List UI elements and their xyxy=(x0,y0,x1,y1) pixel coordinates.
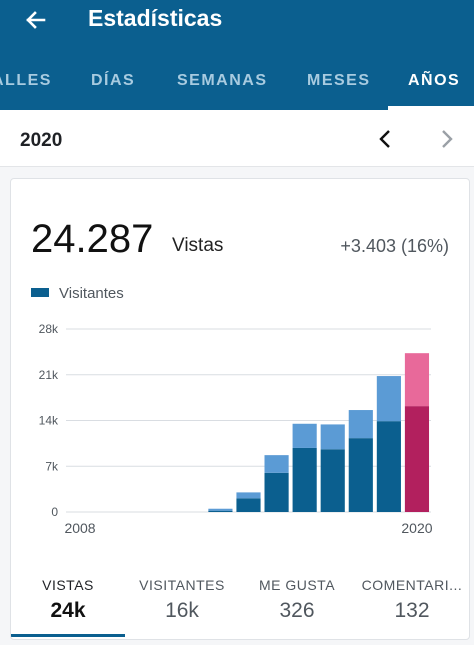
tab-meses[interactable]: MESES xyxy=(307,72,371,89)
summary-value: 24.287 xyxy=(31,217,154,261)
bar-views xyxy=(320,424,345,450)
period-bar: 2020 xyxy=(0,110,474,167)
bar-visitors xyxy=(320,449,345,512)
summary-change: +3.403 (16%) xyxy=(340,236,449,256)
bar-visitors xyxy=(376,421,401,512)
bar-views xyxy=(292,423,317,448)
legend-swatch xyxy=(31,288,49,297)
bar-views xyxy=(348,410,373,439)
bar-visitors xyxy=(348,438,373,512)
stat-visitors[interactable]: VISITANTES 16k xyxy=(127,577,237,623)
chevron-right-icon[interactable] xyxy=(434,124,460,154)
stat-likes[interactable]: ME GUSTA 326 xyxy=(242,577,352,623)
bar-views xyxy=(376,376,401,422)
tab-dias[interactable]: DÍAS xyxy=(91,72,136,89)
y-tick-label: 14k xyxy=(39,414,59,428)
bar-views xyxy=(236,492,261,499)
stat-label: ME GUSTA xyxy=(258,577,336,593)
bar-visitors xyxy=(404,406,430,512)
tab-anos[interactable]: AÑOS xyxy=(408,72,461,89)
period-tabs: ALLES DÍAS SEMANAS MESES AÑOS xyxy=(0,56,474,110)
stat-value: 16k xyxy=(165,599,199,622)
y-tick-label: 0 xyxy=(51,505,58,519)
tab-alles[interactable]: ALLES xyxy=(0,72,52,89)
bar-visitors xyxy=(208,510,233,512)
stat-label: VISTAS xyxy=(42,577,94,593)
summary-label: Vistas xyxy=(172,235,224,256)
tab-semanas[interactable]: SEMANAS xyxy=(177,72,268,89)
stat-label: COMENTARI... xyxy=(361,577,463,593)
stat-label: VISITANTES xyxy=(139,577,225,593)
bar-views xyxy=(404,353,430,407)
stat-comments[interactable]: COMENTARI... 132 xyxy=(357,577,467,623)
stats-card: 24.287 Vistas +3.403 (16%) Visitantes 0 7… xyxy=(10,178,470,640)
stat-indicator xyxy=(11,634,125,637)
bar-visitors xyxy=(292,447,317,512)
legend-label: Visitantes xyxy=(59,285,124,302)
y-tick-label: 28k xyxy=(39,322,59,336)
chevron-left-icon[interactable] xyxy=(372,124,398,154)
chart-legend: Visitantes xyxy=(31,285,124,302)
page-title: Estadísticas xyxy=(88,5,223,31)
y-tick-label: 7k xyxy=(45,459,59,473)
stat-value: 326 xyxy=(279,599,315,622)
stats-tabs: VISTAS 24k VISITANTES 16k ME GUSTA 326 C… xyxy=(11,577,469,639)
tab-indicator xyxy=(388,106,474,110)
back-arrow-icon[interactable] xyxy=(20,4,52,36)
y-tick-label: 21k xyxy=(39,368,59,382)
period-label: 2020 xyxy=(20,130,63,151)
bar-visitors xyxy=(236,498,261,512)
stat-value: 24k xyxy=(50,599,86,622)
bar-visitors xyxy=(264,472,289,512)
bar-chart: 0 7k 14k 21k 28k 2008 2020 xyxy=(39,322,433,536)
bar-views xyxy=(264,455,289,473)
stat-views[interactable]: VISTAS 24k xyxy=(13,577,123,623)
app-bar: Estadísticas ALLES DÍAS SEMANAS MESES AÑ… xyxy=(0,0,474,110)
x-tick-label: 2020 xyxy=(401,520,432,536)
x-tick-label: 2008 xyxy=(64,520,95,536)
bar-views xyxy=(208,508,233,511)
stat-value: 132 xyxy=(394,599,430,622)
